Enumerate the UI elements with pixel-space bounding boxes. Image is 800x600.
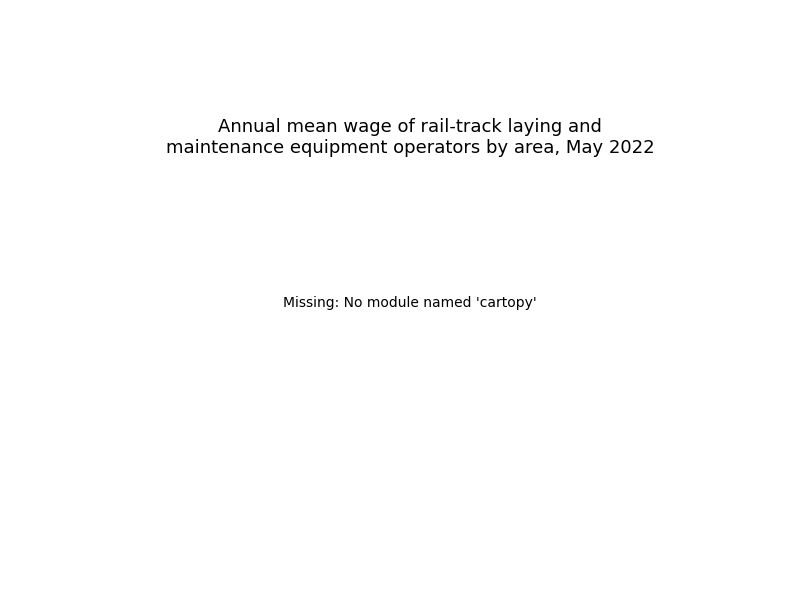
Text: Annual mean wage of rail-track laying and
maintenance equipment operators by are: Annual mean wage of rail-track laying an… [166,118,654,157]
Text: Missing: No module named 'cartopy': Missing: No module named 'cartopy' [283,296,537,310]
